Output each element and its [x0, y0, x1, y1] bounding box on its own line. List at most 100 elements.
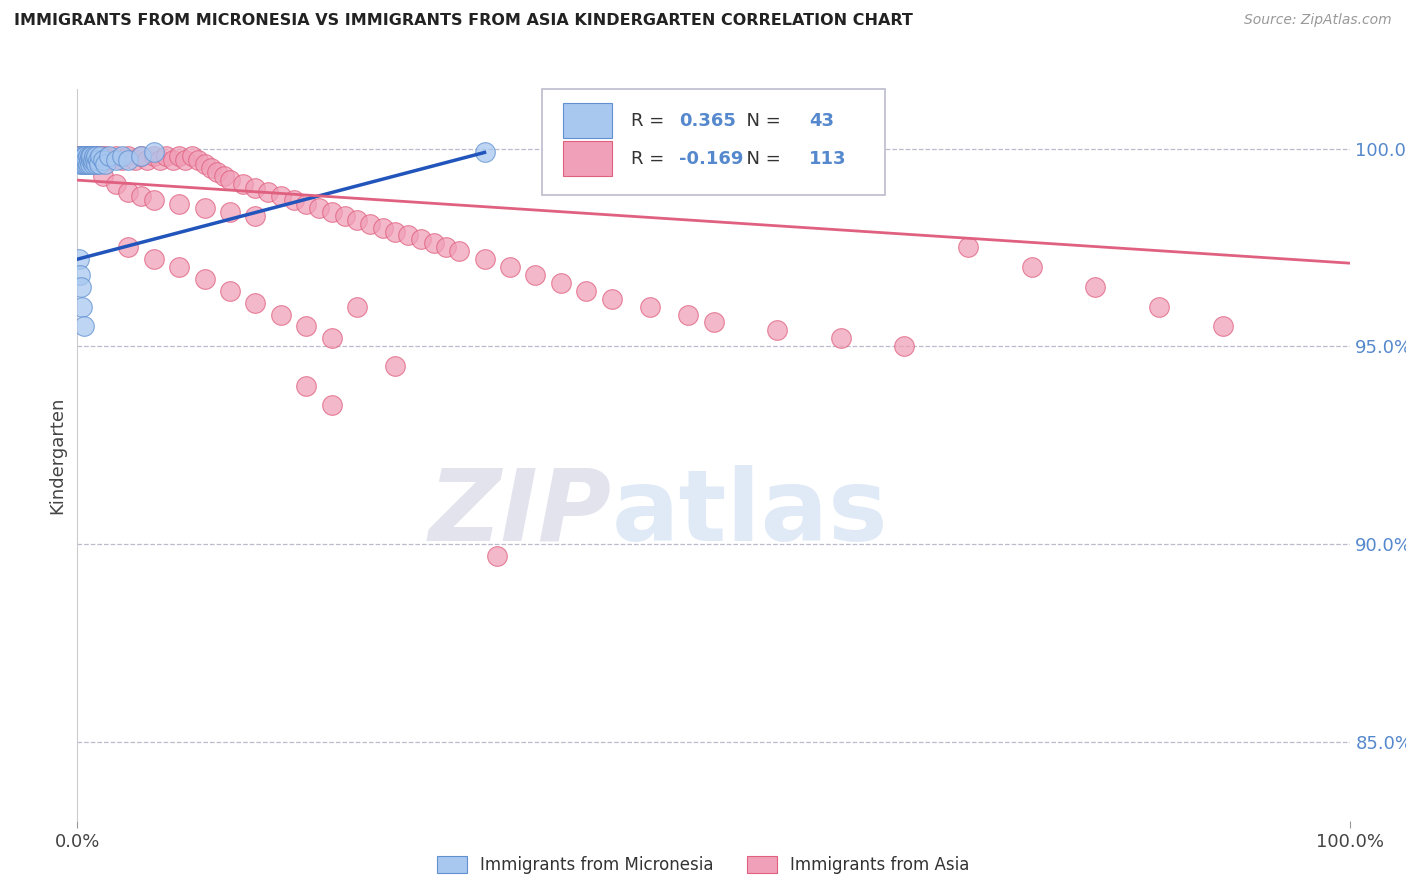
Text: -0.169: -0.169	[679, 150, 744, 168]
Point	[703, 316, 725, 330]
Point	[194, 157, 217, 171]
Point	[245, 209, 267, 223]
Text: 113: 113	[808, 150, 846, 168]
Point	[77, 153, 100, 168]
Point	[67, 149, 90, 163]
Point	[80, 153, 103, 168]
Point	[83, 149, 105, 163]
Bar	[564, 103, 612, 138]
Point	[67, 153, 90, 168]
Point	[73, 153, 96, 168]
Point	[270, 308, 292, 322]
Point	[69, 268, 91, 282]
Point	[104, 153, 127, 168]
Point	[142, 149, 165, 163]
Text: IMMIGRANTS FROM MICRONESIA VS IMMIGRANTS FROM ASIA KINDERGARTEN CORRELATION CHAR: IMMIGRANTS FROM MICRONESIA VS IMMIGRANTS…	[14, 13, 912, 29]
Point	[80, 153, 103, 168]
Point	[149, 153, 172, 168]
Point	[67, 252, 90, 267]
Point	[346, 300, 368, 314]
Point	[86, 149, 108, 163]
Point	[87, 149, 110, 163]
Point	[72, 153, 94, 168]
Point	[422, 236, 444, 251]
Point	[82, 153, 104, 168]
Point	[174, 153, 197, 168]
Point	[77, 153, 100, 168]
Point	[893, 339, 915, 353]
Point	[295, 319, 318, 334]
Point	[77, 149, 100, 163]
Point	[82, 149, 104, 163]
Point	[76, 157, 98, 171]
Point	[524, 268, 547, 282]
Point	[474, 252, 496, 267]
Point	[117, 149, 139, 163]
FancyBboxPatch shape	[541, 89, 886, 195]
Point	[142, 252, 165, 267]
Point	[73, 319, 96, 334]
Point	[76, 153, 98, 168]
Point	[129, 149, 152, 163]
Point	[295, 197, 318, 211]
Point	[86, 153, 108, 168]
Point	[84, 153, 107, 168]
Point	[70, 149, 93, 163]
Point	[321, 331, 343, 345]
Point	[409, 232, 432, 246]
Point	[75, 153, 97, 168]
Point	[72, 300, 94, 314]
Point	[76, 149, 98, 163]
Text: N =: N =	[735, 150, 787, 168]
Point	[73, 153, 96, 168]
Text: 43: 43	[808, 112, 834, 129]
Point	[86, 157, 108, 171]
Point	[449, 244, 471, 259]
Point	[359, 217, 381, 231]
Point	[69, 153, 91, 168]
Point	[111, 149, 134, 163]
Point	[474, 145, 496, 160]
Point	[91, 153, 114, 168]
Point	[219, 204, 242, 219]
Point	[76, 149, 98, 163]
Point	[194, 272, 217, 286]
Point	[207, 165, 229, 179]
Point	[117, 153, 139, 168]
Point	[83, 149, 105, 163]
Point	[124, 153, 146, 168]
Point	[86, 149, 108, 163]
Point	[371, 220, 394, 235]
Point	[638, 300, 661, 314]
Point	[70, 149, 93, 163]
Point	[75, 157, 97, 171]
Point	[270, 189, 292, 203]
Point	[129, 189, 152, 203]
Point	[80, 149, 103, 163]
Point	[82, 157, 104, 171]
Point	[499, 260, 522, 274]
Point	[83, 153, 105, 168]
Point	[73, 149, 96, 163]
Point	[257, 185, 280, 199]
Point	[346, 212, 368, 227]
Point	[1147, 300, 1170, 314]
Point	[69, 149, 91, 163]
Point	[82, 153, 104, 168]
Point	[1084, 280, 1107, 294]
Point	[167, 260, 190, 274]
Point	[129, 149, 152, 163]
Point	[308, 201, 330, 215]
Point	[75, 153, 97, 168]
Y-axis label: Kindergarten: Kindergarten	[48, 396, 66, 514]
Point	[245, 181, 267, 195]
Point	[117, 185, 139, 199]
Point	[245, 295, 267, 310]
Point	[1212, 319, 1234, 334]
Point	[117, 240, 139, 254]
Text: 0.365: 0.365	[679, 112, 737, 129]
Point	[73, 153, 96, 168]
Point	[87, 157, 110, 171]
Point	[321, 204, 343, 219]
Point	[73, 149, 96, 163]
